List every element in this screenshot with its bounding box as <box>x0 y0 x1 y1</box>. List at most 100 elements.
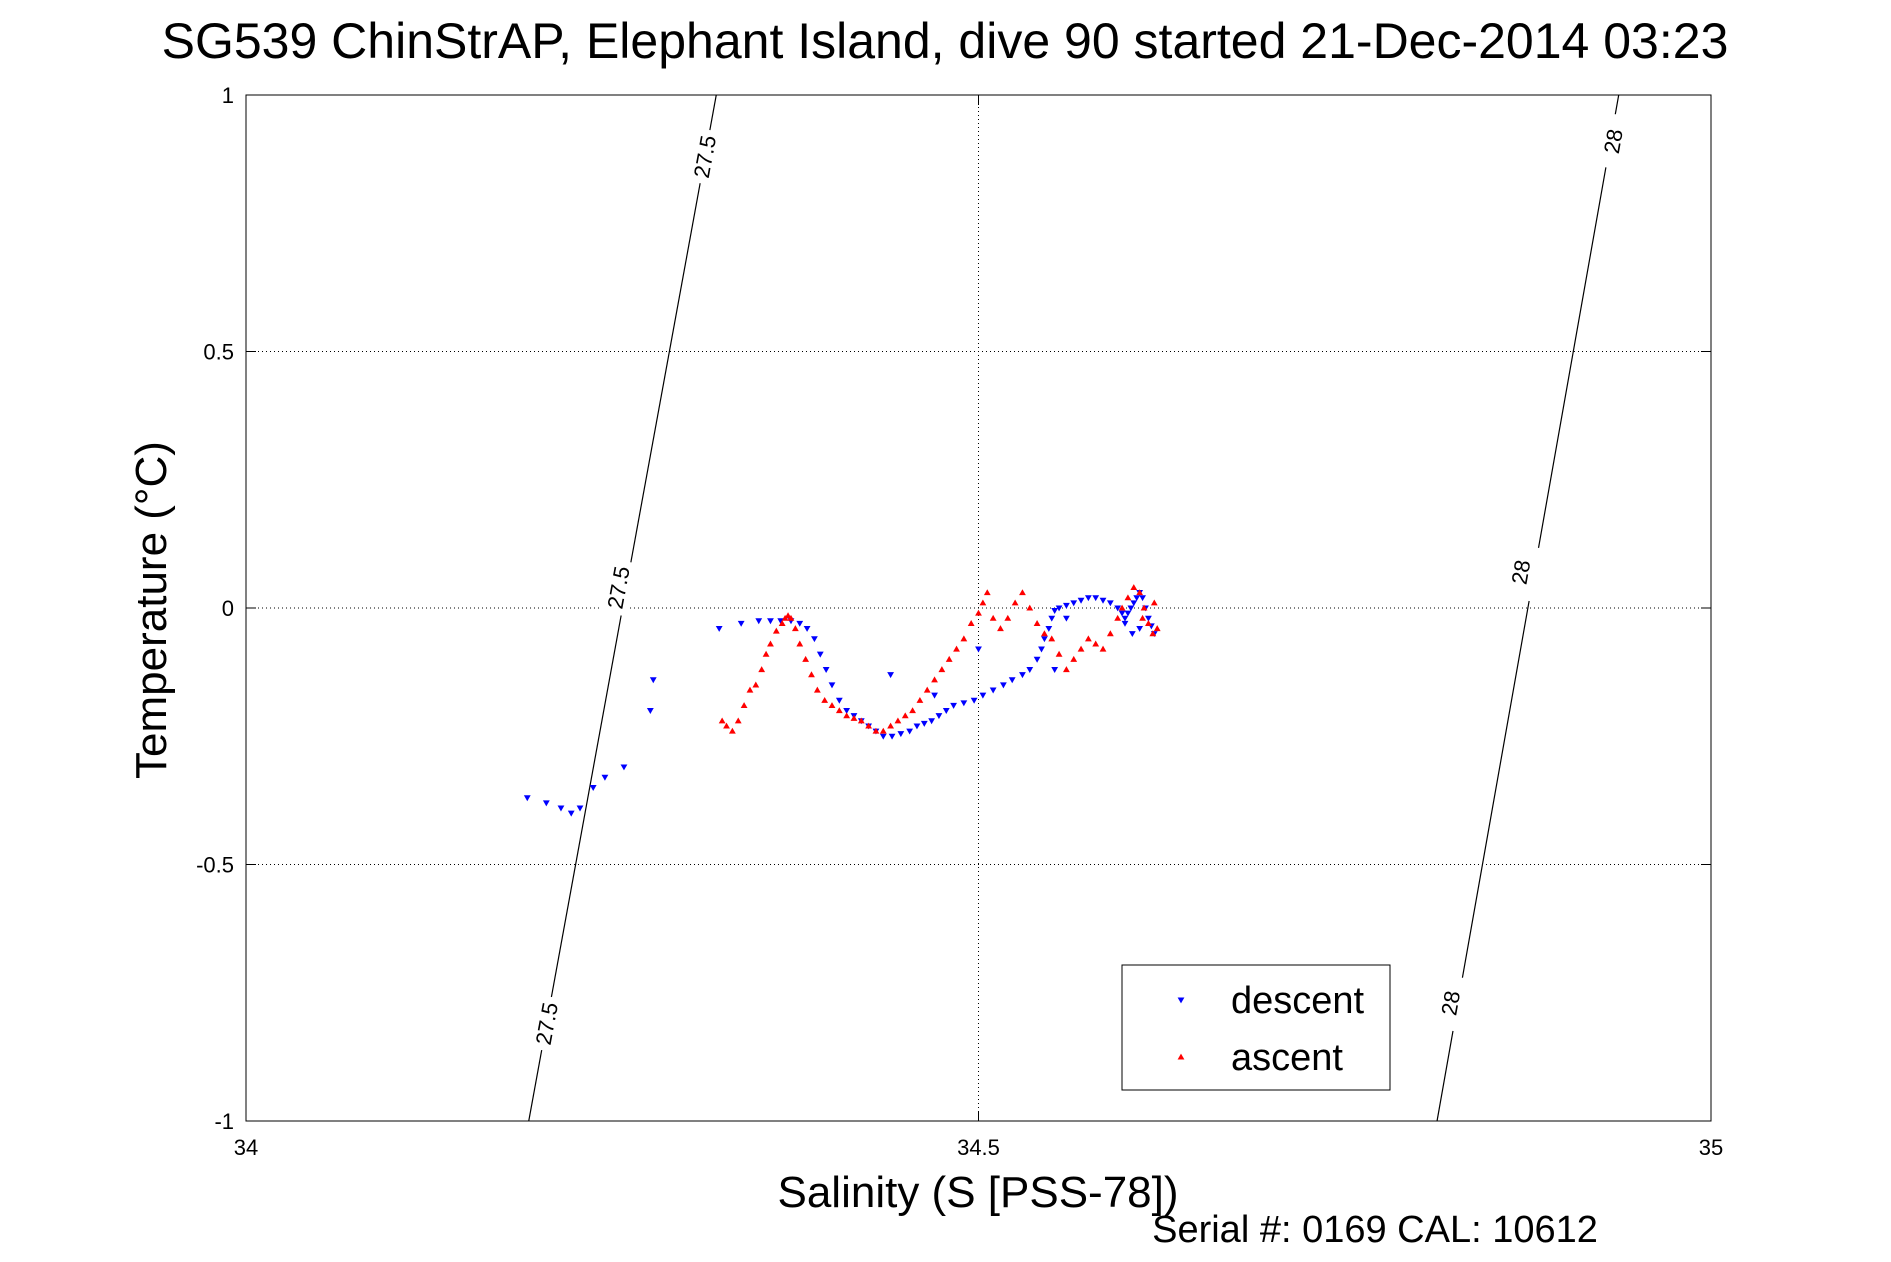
ascent-point <box>802 655 810 662</box>
legend-box <box>1121 964 1391 1091</box>
ascent-point <box>989 614 997 621</box>
serial-calibration-note: Serial #: 0169 CAL: 10612 <box>1152 1209 1598 1251</box>
ascent-point <box>778 619 786 626</box>
x-axis-label: Salinity (S [PSS-78]) <box>777 1168 1178 1217</box>
descent-point <box>942 708 950 714</box>
descent-point <box>803 625 811 632</box>
ascent-point <box>850 714 858 721</box>
data-series <box>523 584 1161 817</box>
y-tick-label: 1 <box>222 83 234 108</box>
ascent-point <box>979 599 987 606</box>
descent-point <box>1128 631 1136 638</box>
legend-marker-ascent <box>1177 1053 1185 1060</box>
descent-point <box>1136 625 1144 632</box>
descent-point <box>1063 602 1070 609</box>
ascent-point <box>1106 630 1114 637</box>
ascent-point <box>1092 640 1100 647</box>
legend: descent ascent <box>1121 964 1391 1091</box>
y-tick-label: 0 <box>222 596 234 621</box>
descent-point <box>920 720 928 727</box>
y-tick-label: -1 <box>214 1109 234 1134</box>
ascent-point <box>1150 599 1158 606</box>
ascent-point <box>1099 645 1107 652</box>
descent-point <box>646 708 654 714</box>
ascent-point <box>997 625 1004 632</box>
ascent-point <box>746 686 754 693</box>
descent-point <box>970 697 978 704</box>
descent-point <box>950 702 957 709</box>
ascent-point <box>784 612 792 619</box>
descent-point <box>1077 597 1085 604</box>
descent-point <box>897 731 905 738</box>
isopycnal-line <box>1436 94 1620 1122</box>
ascent-point <box>828 702 836 709</box>
ascent-point <box>787 614 795 621</box>
ascent-point <box>718 717 726 724</box>
descent-point <box>620 764 628 771</box>
y-tick-label: -0.5 <box>196 853 234 878</box>
ascent-point <box>1063 666 1070 673</box>
ascent-point <box>762 650 770 657</box>
ascent-point <box>857 717 865 724</box>
ascent-point <box>813 686 821 693</box>
legend-label-descent: descent <box>1231 980 1365 1022</box>
descent-point <box>843 708 851 714</box>
descent-point <box>828 682 836 689</box>
series-ascent <box>718 584 1161 734</box>
descent-point <box>796 620 804 627</box>
ascent-point <box>1055 650 1063 657</box>
descent-point <box>576 805 584 812</box>
ascent-point <box>723 722 730 729</box>
legend-label-ascent: ascent <box>1231 1037 1343 1079</box>
isopycnal-label-background <box>526 994 566 1053</box>
ascent-point <box>901 712 909 719</box>
descent-point <box>1055 605 1063 612</box>
descent-point <box>1130 600 1138 607</box>
legend-marker-descent <box>1177 997 1185 1004</box>
x-tick-label: 34.5 <box>957 1135 1000 1160</box>
isopycnal-label: 28 <box>1436 989 1465 1017</box>
ascent-point <box>916 696 924 703</box>
axis-ticks: 34 34.5 35 -1 -0.5 0 0.5 1 <box>196 83 1723 1160</box>
grid-lines <box>246 95 1711 1121</box>
descent-point <box>1133 595 1141 602</box>
descent-point <box>1118 610 1126 617</box>
descent-point <box>975 646 982 653</box>
descent-point <box>1063 615 1070 622</box>
ascent-point <box>1124 594 1132 601</box>
descent-point <box>816 651 824 658</box>
descent-point <box>1139 595 1146 602</box>
ascent-point <box>734 717 742 724</box>
isopycnal-label: 28 <box>1507 558 1536 586</box>
descent-point <box>1026 667 1034 673</box>
descent-point <box>649 677 657 684</box>
descent-point <box>1070 600 1078 607</box>
ascent-point <box>772 627 780 634</box>
ascent-point <box>791 625 799 632</box>
ascent-point <box>975 609 982 616</box>
ascent-point <box>835 707 843 714</box>
descent-point <box>1051 667 1059 673</box>
ascent-point <box>752 681 760 688</box>
descent-point <box>1099 597 1107 604</box>
descent-point <box>1041 636 1048 643</box>
ascent-point <box>1153 625 1161 632</box>
ascent-point <box>1114 614 1122 621</box>
descent-point <box>879 733 887 740</box>
chart-title: SG539 ChinStrAP, Elephant Island, dive 9… <box>162 13 1729 69</box>
ascent-point <box>1019 589 1026 596</box>
ascent-point <box>1136 589 1144 596</box>
ascent-point <box>1149 630 1157 637</box>
descent-point <box>1121 615 1129 622</box>
descent-point <box>888 733 896 740</box>
descent-point <box>1145 615 1152 622</box>
descent-point <box>737 620 745 627</box>
ascent-point <box>767 640 774 647</box>
descent-point <box>1127 605 1135 612</box>
ascent-point <box>887 722 894 729</box>
ascent-point <box>945 655 953 662</box>
descent-point <box>1019 672 1026 679</box>
descent-point <box>906 728 914 735</box>
ascent-point <box>1011 599 1019 606</box>
descent-point <box>567 810 575 817</box>
